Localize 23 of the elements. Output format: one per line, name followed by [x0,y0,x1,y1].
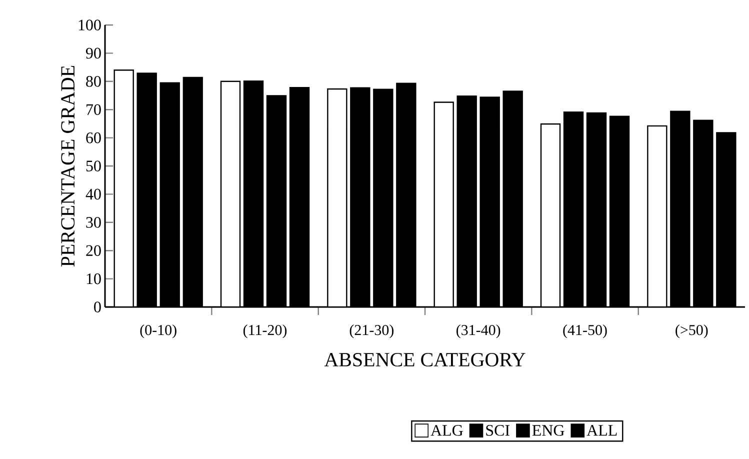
x-tick-label: (31-40) [456,324,500,338]
y-tick-label: 10 [86,273,101,284]
y-tick-label: 20 [86,245,101,256]
y-tick-label: 50 [86,160,101,172]
y-tick-label: 0 [94,302,101,312]
y-tick-label: 30 [86,217,101,228]
x-tick-label: (41-50) [563,324,607,338]
legend-label: ALL [586,425,617,436]
y-tick-label: 90 [86,48,101,59]
x-tick-label: (11-20) [243,324,287,338]
x-tick-label: (21-30) [350,324,394,338]
y-tick-label: 80 [86,76,101,87]
legend-label: ALG [430,425,463,436]
x-tick-label: (0-10) [140,324,176,338]
legend-label: SCI [486,425,510,436]
y-tick-label: 40 [86,188,101,200]
y-tick-label: 70 [86,104,101,115]
legend-label: ENG [532,425,564,436]
y-axis-title: PERCENTAGE GRADE [61,66,75,267]
y-tick-label: 100 [78,20,101,30]
x-tick-label: (>50) [676,324,708,338]
x-axis-title: ABSENCE CATEGORY [324,353,526,366]
y-tick-label: 60 [86,132,101,144]
